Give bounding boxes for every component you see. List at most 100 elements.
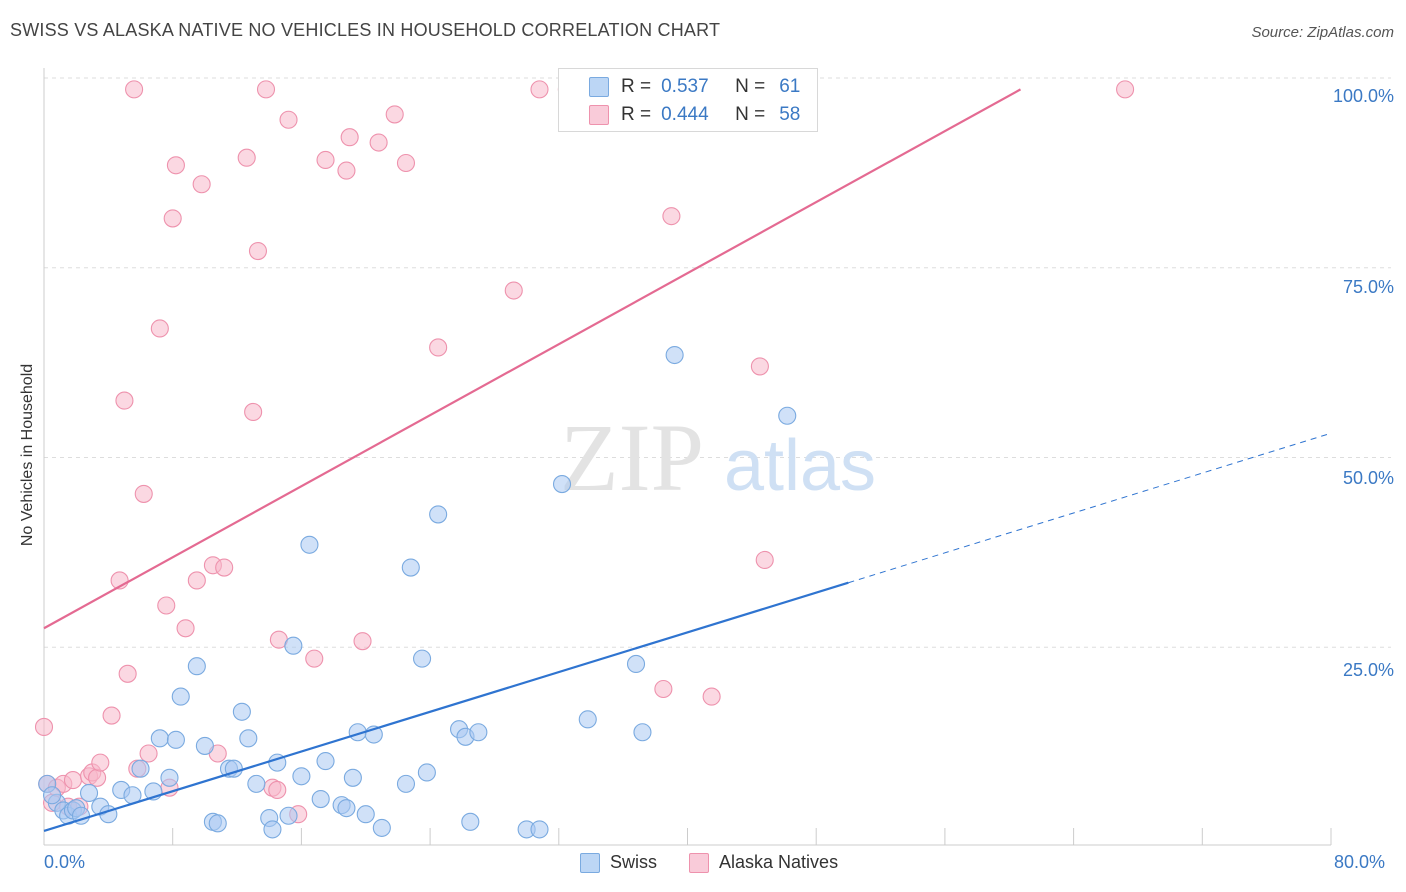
chart-source: Source: ZipAtlas.com [1251, 24, 1394, 41]
legend-n-value: 58 [779, 104, 801, 125]
alaska-point [187, 571, 206, 590]
alaska-point [268, 780, 287, 799]
alaska-point [702, 687, 721, 706]
swiss-point [150, 729, 169, 748]
legend-row-swiss: R = 0.537 N = 61 [559, 73, 800, 101]
swiss-point [469, 723, 488, 742]
chart-title: SWISS VS ALASKA NATIVE NO VEHICLES IN HO… [10, 20, 721, 40]
swiss-point [356, 805, 375, 824]
alaska-point [654, 679, 673, 699]
swiss-trend-extension [848, 432, 1332, 584]
alaska-point [192, 175, 211, 194]
swiss-point [279, 806, 298, 825]
alaska-point [248, 242, 268, 261]
alaska-point [316, 150, 335, 170]
swiss-point [413, 649, 432, 668]
swiss-point [208, 814, 227, 833]
swiss-point [79, 783, 99, 803]
bottom-legend-swiss-label: Swiss [610, 852, 658, 872]
alaska-point [157, 596, 176, 615]
alaska-point [134, 484, 153, 503]
swiss-point [239, 729, 258, 748]
swiss-point [284, 636, 303, 655]
swiss-point [247, 774, 266, 793]
alaska-point [504, 281, 523, 300]
swiss-point [401, 558, 420, 577]
alaska-point [215, 558, 234, 577]
alaska-point [176, 619, 195, 638]
swiss-point [187, 657, 206, 676]
swiss-trend-line [43, 581, 849, 832]
alaska-point [750, 357, 769, 376]
legend-n-label: N = [735, 104, 766, 125]
alaska-point [1116, 80, 1135, 99]
swiss-point [778, 406, 797, 425]
swiss-point [429, 505, 448, 524]
alaska-point [118, 664, 137, 683]
alaska-point [337, 161, 356, 180]
alaska-point [353, 632, 372, 651]
bottom-legend-alaska: Alaska Natives [689, 852, 838, 873]
y-tick-label-50: 50.0% [1342, 468, 1394, 488]
legend-r-value: 0.537 [661, 76, 709, 97]
swiss-point [530, 820, 549, 839]
swiss-point [160, 768, 179, 787]
alaska-point [150, 319, 169, 338]
alaska-swatch [689, 852, 710, 873]
swiss-point [461, 812, 480, 831]
swiss-point [396, 774, 416, 793]
bottom-legend-swiss: Swiss [580, 852, 657, 873]
alaska-point [139, 744, 158, 763]
alaska-point [244, 402, 263, 422]
swiss-point [311, 789, 330, 809]
y-axis-label: No Vehicles in Household [19, 363, 36, 547]
alaska-point [385, 105, 404, 124]
legend-row-alaska: R = 0.444 N = 58 [559, 101, 800, 129]
alaska-point [279, 110, 298, 129]
swiss-point [232, 702, 251, 721]
x-tick-label-min: 0.0% [44, 852, 86, 872]
alaska-point [125, 80, 144, 99]
swiss-point [263, 820, 282, 839]
legend-r-label: R = [621, 76, 652, 97]
y-tick-label-25: 25.0% [1342, 660, 1394, 680]
legend-n-label: N = [735, 76, 766, 97]
bottom-legend: Swiss Alaska Natives [580, 852, 870, 873]
alaska-point [102, 706, 121, 725]
x-tick-label-max: 80.0% [1334, 852, 1386, 872]
y-tick-label-100: 100.0% [1332, 86, 1394, 106]
legend-r-label: R = [621, 104, 652, 125]
swiss-point [195, 736, 214, 755]
swiss-point [300, 535, 319, 554]
swiss-point [578, 710, 597, 729]
trend-lines [43, 88, 1332, 832]
swiss-point [626, 654, 646, 673]
swiss-point [316, 752, 335, 771]
swiss-point [372, 818, 391, 837]
swiss-point [633, 723, 652, 742]
alaska-point [237, 148, 256, 167]
alaska-point [88, 768, 107, 787]
swiss-point [417, 763, 436, 782]
alaska-point [429, 338, 448, 357]
alaska-point [256, 80, 276, 99]
bottom-legend-alaska-label: Alaska Natives [719, 852, 839, 872]
swiss-point [166, 730, 185, 749]
alaska-point [115, 391, 134, 410]
alaska-trend-line [43, 88, 1022, 630]
alaska-point [166, 156, 185, 175]
legend-box: R = 0.537 N = 61 R = 0.444 N = 58 [558, 68, 818, 132]
swiss-point [665, 345, 684, 365]
swiss-point [42, 786, 62, 805]
alaska-point [662, 207, 681, 226]
watermark-atlas: atlas [724, 426, 876, 506]
swiss-point [131, 759, 150, 778]
swiss-point [343, 768, 362, 787]
swiss-point [552, 475, 572, 494]
watermark-zip: ZIP [560, 404, 704, 511]
alaska-point [63, 771, 83, 790]
legend-r-value: 0.444 [661, 104, 709, 125]
y-tick-label-75: 75.0% [1342, 277, 1394, 297]
alaska-point [34, 717, 54, 736]
